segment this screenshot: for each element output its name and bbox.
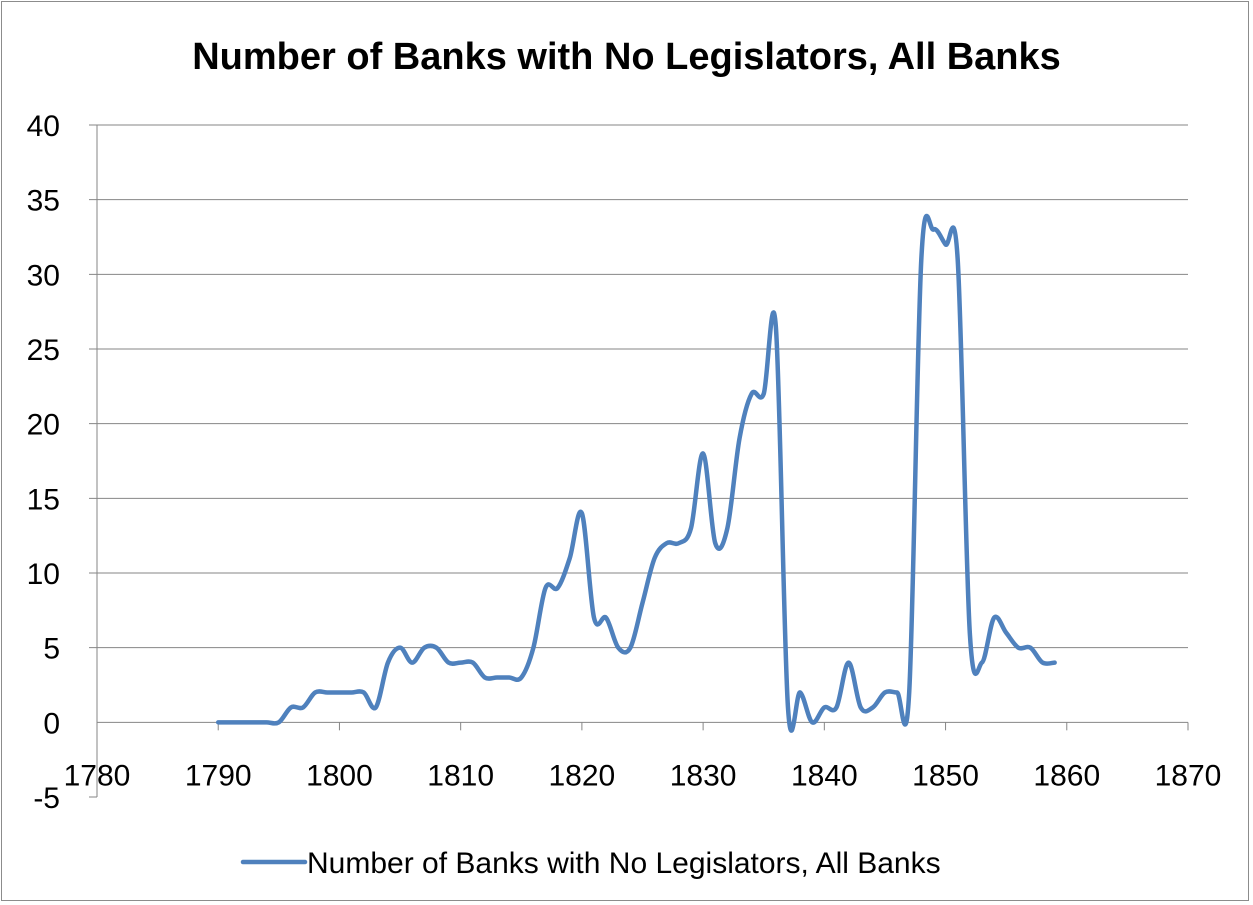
y-tick-labels: -5 0 5 10 15 20 25 30 35 40: [27, 110, 60, 815]
y-tick-label: 30: [27, 259, 60, 292]
series-line: [215, 213, 1057, 733]
x-tick-label: 1790: [185, 759, 252, 792]
y-tick-label: 20: [27, 409, 60, 442]
y-tick-label: 0: [43, 707, 60, 740]
y-tick-label: 10: [27, 558, 60, 591]
x-tick-label: 1850: [912, 759, 979, 792]
chart-title: Number of Banks with No Legislators, All…: [192, 36, 1061, 78]
axes: [89, 125, 1189, 798]
y-tick-label: 25: [27, 334, 60, 367]
gridlines: [89, 124, 1188, 649]
x-tick-label: 1870: [1155, 759, 1222, 792]
series-group: [215, 213, 1057, 733]
y-tick-label: 35: [27, 185, 60, 218]
x-tick-label: 1800: [306, 759, 373, 792]
y-tick-label: 40: [27, 110, 60, 143]
x-tick-label: 1780: [64, 759, 131, 792]
legend-label: Number of Banks with No Legislators, All…: [307, 847, 941, 880]
x-tick-label: 1810: [427, 759, 494, 792]
y-tick-label: -5: [33, 782, 60, 815]
x-tick-labels: 1780 1790 1800 1810 1820 1830 1840 1850 1860 1870: [64, 759, 1222, 792]
x-tick-label: 1820: [549, 759, 616, 792]
x-tick-label: 1840: [791, 759, 858, 792]
x-tick-label: 1860: [1033, 759, 1100, 792]
y-tick-label: 5: [43, 633, 60, 666]
y-tick-label: 15: [27, 483, 60, 516]
x-tick-label: 1830: [670, 759, 737, 792]
legend: Number of Banks with No Legislators, All…: [240, 847, 941, 880]
